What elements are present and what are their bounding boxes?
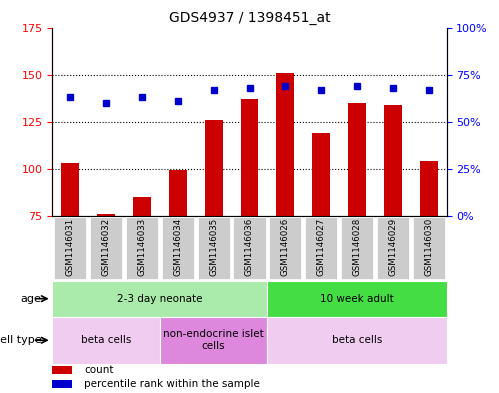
Bar [312, 133, 330, 215]
Bar [52, 281, 267, 317]
Text: count: count [84, 365, 113, 375]
Text: GSM1146032: GSM1146032 [102, 218, 111, 276]
Bar [162, 217, 194, 279]
Bar [234, 217, 265, 279]
Bar [97, 214, 115, 215]
Bar [269, 217, 301, 279]
Bar [241, 99, 258, 215]
Text: GSM1146035: GSM1146035 [209, 218, 218, 276]
Text: 2-3 day neonate: 2-3 day neonate [117, 294, 203, 304]
Bar [61, 163, 79, 215]
Bar [305, 217, 337, 279]
Bar [54, 217, 86, 279]
Bar [348, 103, 366, 215]
Text: cell type: cell type [0, 335, 41, 345]
Text: non-endocrine islet
cells: non-endocrine islet cells [163, 329, 264, 351]
Bar [133, 197, 151, 215]
Bar [413, 217, 445, 279]
Bar [420, 161, 438, 215]
Bar [52, 366, 72, 374]
Bar [341, 217, 373, 279]
Text: GSM1146028: GSM1146028 [352, 218, 361, 276]
Bar [52, 380, 72, 388]
Text: percentile rank within the sample: percentile rank within the sample [84, 379, 260, 389]
Bar [160, 317, 267, 364]
Bar [276, 73, 294, 215]
Text: beta cells: beta cells [332, 335, 382, 345]
Bar [384, 105, 402, 215]
Text: GSM1146029: GSM1146029 [388, 218, 397, 276]
Text: GSM1146026: GSM1146026 [281, 218, 290, 276]
Text: 10 week adult: 10 week adult [320, 294, 394, 304]
Text: GSM1146030: GSM1146030 [424, 218, 433, 276]
Text: GSM1146033: GSM1146033 [138, 218, 147, 276]
Text: GSM1146034: GSM1146034 [173, 218, 182, 276]
Text: age: age [21, 294, 41, 304]
Text: beta cells: beta cells [81, 335, 131, 345]
Title: GDS4937 / 1398451_at: GDS4937 / 1398451_at [169, 11, 330, 25]
Bar [205, 119, 223, 215]
Bar [267, 281, 447, 317]
Bar [126, 217, 158, 279]
Bar [169, 171, 187, 215]
Bar [267, 317, 447, 364]
Text: GSM1146036: GSM1146036 [245, 218, 254, 276]
Text: GSM1146031: GSM1146031 [66, 218, 75, 276]
Bar [90, 217, 122, 279]
Bar [377, 217, 409, 279]
Bar [52, 317, 160, 364]
Text: GSM1146027: GSM1146027 [317, 218, 326, 276]
Bar [198, 217, 230, 279]
